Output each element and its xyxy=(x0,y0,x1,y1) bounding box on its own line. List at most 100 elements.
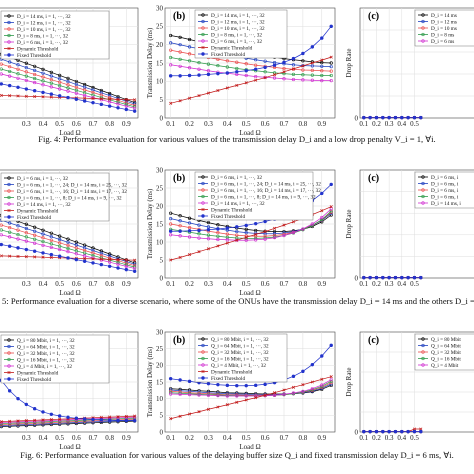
data-point xyxy=(272,229,277,234)
legend-entry: D_i = 8 ms xyxy=(431,32,454,38)
data-point xyxy=(33,420,37,424)
legend-entry: Q_i = 16 Mbit xyxy=(431,356,461,362)
data-point xyxy=(169,63,173,67)
legend-entry: Q_i = 80 Mbit, i = 1, ···, 32 xyxy=(211,337,269,343)
x-tick-label: 0.6 xyxy=(72,120,81,128)
data-point xyxy=(393,115,398,120)
data-point xyxy=(24,239,28,243)
data-point xyxy=(254,58,258,62)
legend-entry: D_i = 6 ms, i = 1, ···, 24; D_i = 14 ms,… xyxy=(17,182,127,188)
data-point xyxy=(400,429,404,434)
legend-entry: Fixed Threshold xyxy=(17,215,51,221)
data-point xyxy=(99,102,104,107)
data-point xyxy=(41,255,45,259)
data-point xyxy=(291,77,296,82)
data-point xyxy=(201,45,205,50)
data-point xyxy=(273,73,277,77)
legend-mid xyxy=(194,171,314,221)
data-point xyxy=(291,56,296,61)
data-point xyxy=(124,414,128,418)
data-point xyxy=(58,244,62,248)
data-point xyxy=(49,95,53,99)
data-point xyxy=(244,398,248,402)
series-line xyxy=(1,416,135,423)
data-point xyxy=(400,115,404,120)
data-point xyxy=(116,262,120,266)
data-point xyxy=(74,252,78,256)
data-point xyxy=(329,78,333,83)
x-tick-label: 0.9 xyxy=(122,120,131,128)
data-point xyxy=(116,255,120,259)
data-point xyxy=(7,215,11,219)
data-point xyxy=(57,254,62,258)
x-tick-label: 0.4 xyxy=(397,280,406,288)
data-point xyxy=(393,275,398,280)
data-point xyxy=(225,65,229,69)
data-point xyxy=(421,194,425,199)
data-point xyxy=(412,275,417,280)
data-point xyxy=(169,417,173,421)
data-point xyxy=(8,221,12,225)
x-tick-label: 0.3 xyxy=(204,120,213,128)
data-point xyxy=(108,91,112,96)
series-line xyxy=(1,73,135,109)
data-point xyxy=(201,363,205,367)
data-point xyxy=(178,214,182,218)
data-point xyxy=(393,429,398,434)
data-point xyxy=(99,257,103,261)
data-point xyxy=(197,228,201,233)
data-point xyxy=(310,61,314,65)
data-point xyxy=(66,246,70,251)
data-point xyxy=(41,418,45,422)
legend-entry: D_i = 6 ms, i = 1, ···, 32 xyxy=(211,39,262,45)
data-point xyxy=(178,219,182,223)
data-point xyxy=(169,392,173,396)
data-point xyxy=(310,380,314,384)
legend-entry: D_i = 14 ms, i = 1, ···, 32 xyxy=(211,13,265,19)
y-tick-label: 15 xyxy=(156,220,164,228)
data-point xyxy=(244,227,248,231)
data-point xyxy=(7,195,11,200)
x-tick-label: 0.9 xyxy=(317,280,326,288)
x-tick-label: 0.4 xyxy=(223,434,232,442)
data-point xyxy=(58,87,62,91)
legend-box xyxy=(194,171,314,221)
data-point xyxy=(7,176,11,180)
figure-caption: Fig. 6: Performance evaluation for vario… xyxy=(20,450,453,460)
data-point xyxy=(421,19,425,24)
data-point xyxy=(320,354,324,358)
data-point xyxy=(253,221,258,226)
data-point xyxy=(216,382,220,387)
data-point xyxy=(124,102,128,107)
middle-panel xyxy=(164,7,336,119)
data-point xyxy=(197,73,201,77)
data-point xyxy=(58,234,62,238)
legend-entry: Q_i = 16 Mbit, i = 1, ···, 32 xyxy=(17,357,75,363)
x-tick-label: 0.7 xyxy=(280,120,289,128)
data-point xyxy=(178,234,182,238)
data-point xyxy=(16,246,20,250)
data-point xyxy=(216,234,220,238)
series-line xyxy=(1,63,135,106)
data-point xyxy=(7,344,11,349)
data-point xyxy=(178,224,182,228)
data-point xyxy=(421,181,425,186)
data-point xyxy=(178,50,182,54)
data-point xyxy=(66,89,70,93)
data-point xyxy=(320,218,324,222)
legend-entry: D_i = 6 ms, i = 1, ···, 8; D_i = 14 ms, … xyxy=(211,194,316,200)
legend-entry: D_i = 14 ms, i = 1, ···, 32 xyxy=(17,14,71,20)
data-point xyxy=(108,100,112,104)
data-point xyxy=(235,66,239,71)
data-point xyxy=(108,94,112,98)
data-point xyxy=(178,229,182,233)
data-point xyxy=(8,419,12,423)
data-point xyxy=(41,239,45,244)
data-point xyxy=(206,62,211,66)
data-point xyxy=(368,429,372,434)
data-point xyxy=(412,429,417,434)
data-point xyxy=(301,389,305,393)
legend-box xyxy=(0,334,110,384)
